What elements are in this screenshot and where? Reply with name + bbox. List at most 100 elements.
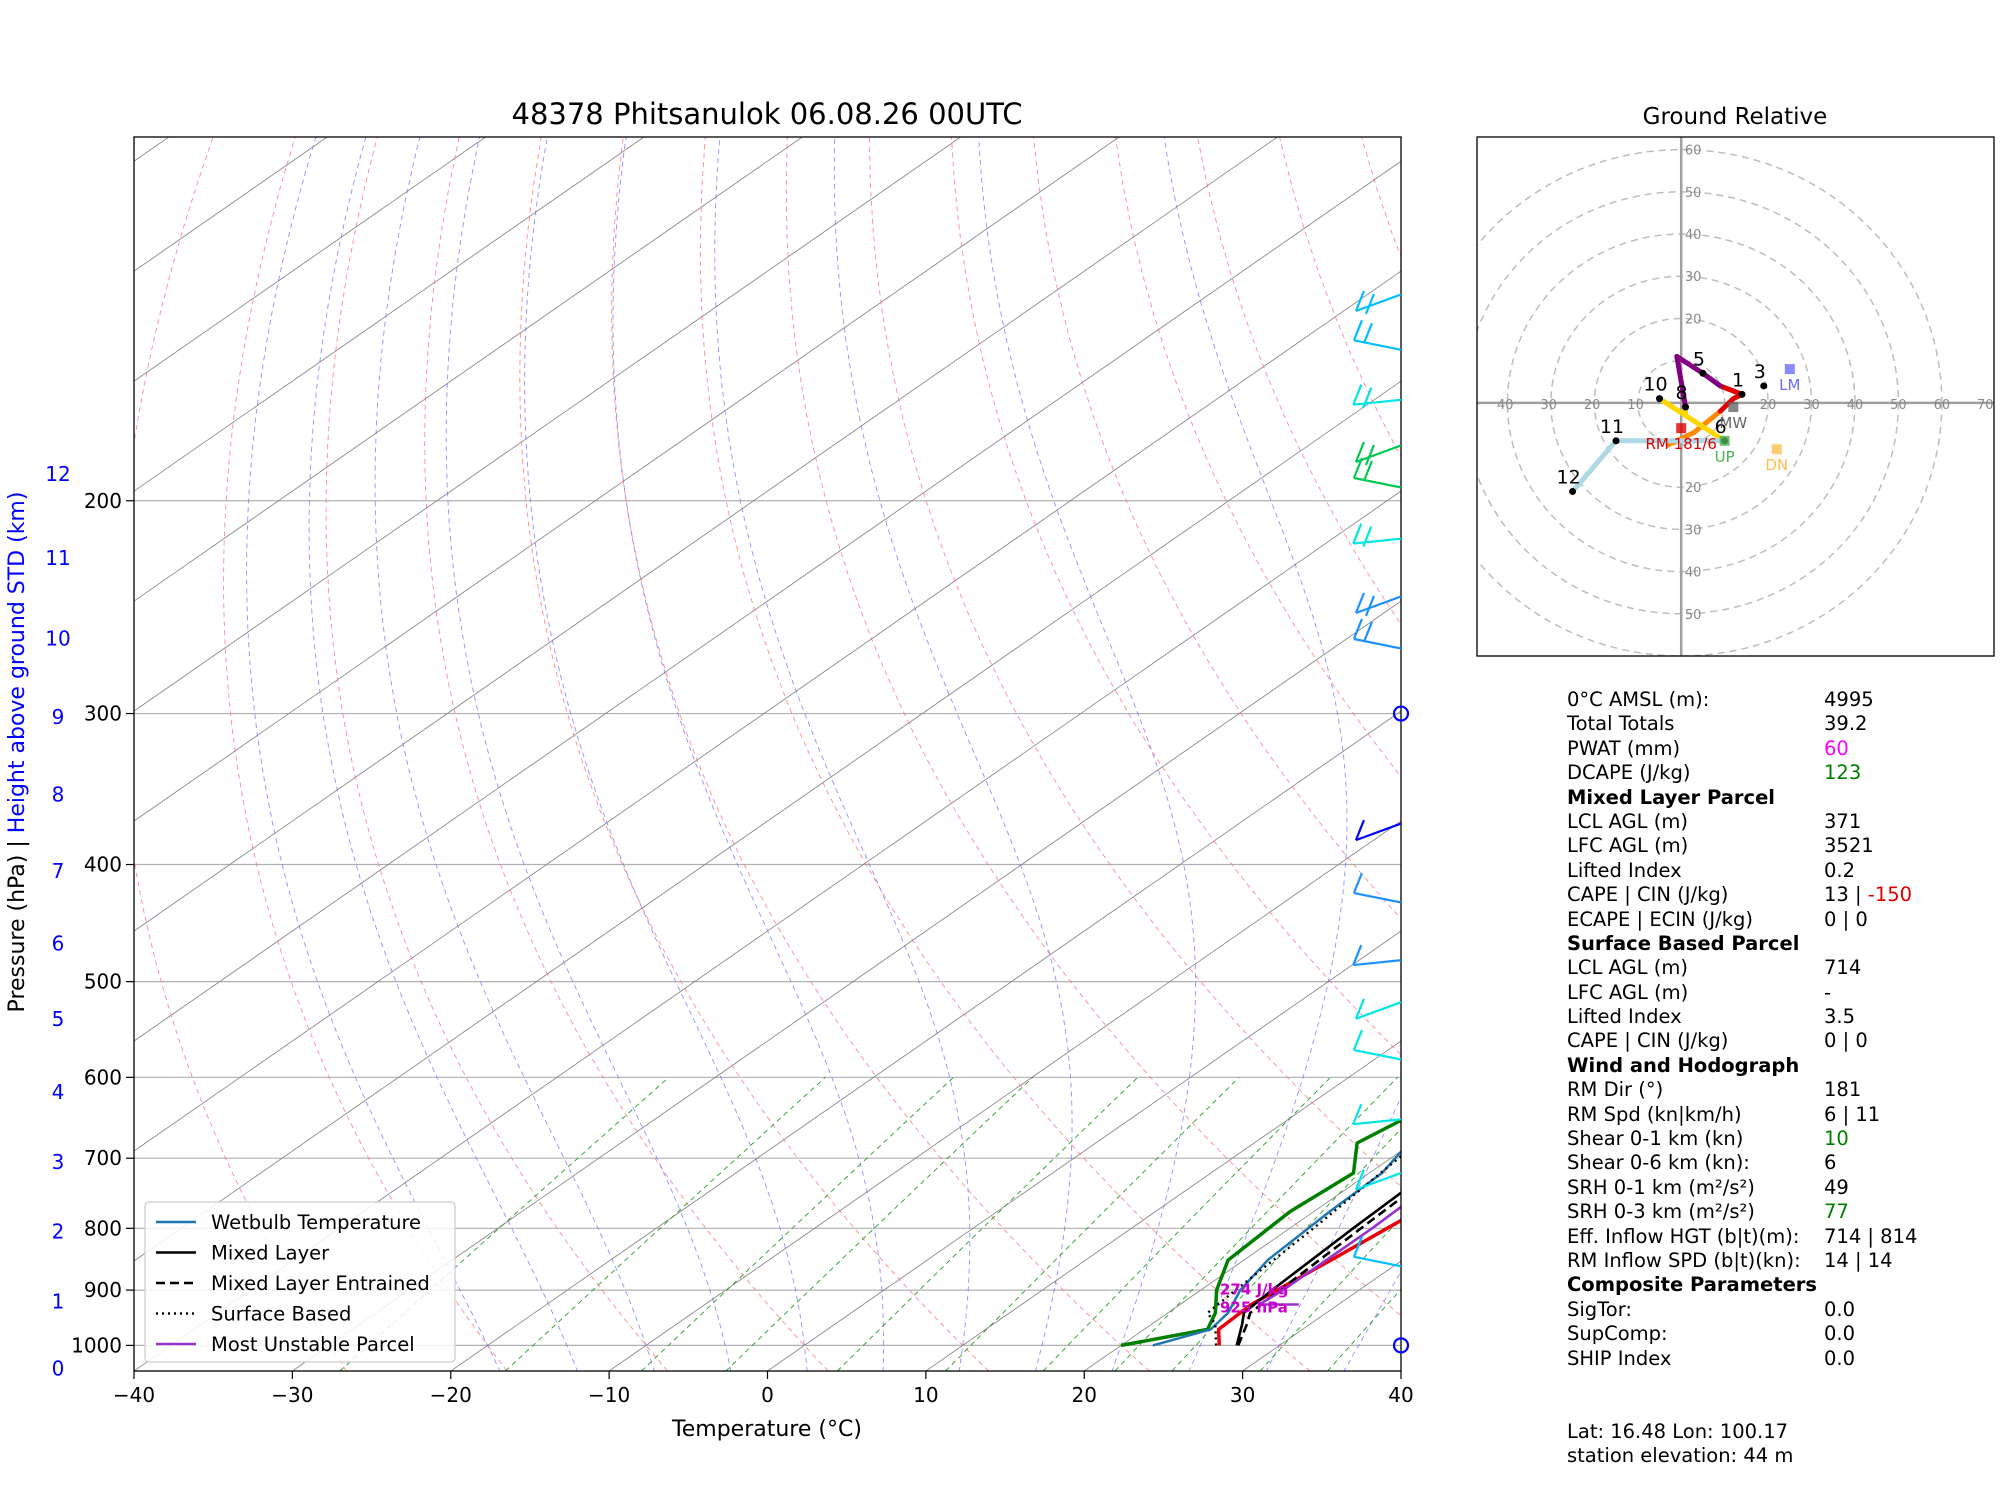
hodograph-marker-label: MW	[1719, 414, 1747, 432]
wind-barb-flag	[1352, 523, 1363, 544]
wind-barb	[1353, 339, 1402, 351]
hodograph-ring-label: 20	[1685, 481, 1702, 496]
moist-adiabat	[612, 137, 885, 1371]
wind-barb	[1353, 959, 1402, 967]
param-label: Shear 0-1 km (kn)	[1567, 1127, 1744, 1151]
param-value: 3.5	[1824, 1005, 1856, 1029]
param-label: Shear 0-6 km (kn):	[1567, 1151, 1750, 1175]
chart-title: 48378 Phitsanulok 06.08.26 00UTC	[512, 97, 1023, 131]
pressure-tick-label: 1000	[71, 1333, 122, 1357]
param-row: PWAT (mm) 60	[1567, 737, 1987, 761]
hodograph-marker-label: DN	[1765, 456, 1788, 474]
param-row: Shear 0-1 km (kn) 10	[1567, 1127, 1987, 1151]
param-value: 14 | 14	[1824, 1248, 1893, 1272]
wind-barb-flag	[1362, 526, 1373, 547]
isotherm-line	[608, 820, 1401, 1371]
hodograph-frame	[1476, 136, 1995, 657]
wind-barb	[1355, 595, 1402, 615]
hodograph-height-dot	[1682, 403, 1690, 411]
param-label: DCAPE (J/kg)	[1567, 761, 1691, 785]
hodograph-height-dot	[1655, 395, 1663, 403]
param-section-header: Wind and Hodograph	[1567, 1054, 1987, 1078]
mixing-ratio-line	[641, 1076, 954, 1371]
height-tick-label: 12	[45, 462, 70, 486]
wind-barb	[1353, 1118, 1402, 1126]
wind-barb	[1355, 1001, 1402, 1020]
wind-barb-flag	[1364, 444, 1375, 466]
height-tick-label: 4	[52, 1080, 65, 1104]
isotherm-line	[134, 137, 803, 602]
hodograph-ring-label: 20	[1685, 312, 1702, 327]
hodograph-ring-label: 70	[1977, 398, 1994, 413]
height-tick-label: 7	[52, 859, 65, 883]
dry-adiabat	[424, 137, 829, 1371]
mixing-ratio-line	[1171, 1128, 1401, 1371]
skewt-profiles	[1120, 1118, 1401, 1348]
param-label: PWAT (mm)	[1567, 736, 1681, 760]
isotherm-line	[925, 1040, 1401, 1371]
hodograph-marker-label: RM 181/6	[1646, 435, 1717, 453]
legend-label: Most Unstable Parcel	[211, 1333, 415, 1356]
moist-adiabat	[1163, 137, 1348, 1371]
hodograph-rings: 40 30 20 10 20 30 40 50 60 70 50 40 30 20 20 30 40 50 60	[1477, 137, 1994, 656]
legend-label: Mixed Layer	[211, 1242, 330, 1265]
hodograph-height-label: 11	[1600, 416, 1624, 438]
param-label: SupComp:	[1567, 1322, 1668, 1346]
station-elevation: station elevation: 44 m	[1567, 1444, 1794, 1468]
hodograph-height-label: 3	[1754, 361, 1766, 383]
legend: Wetbulb Temperature Mixed Layer Mixed Laye…	[144, 1201, 456, 1363]
wind-barb-flag	[1352, 944, 1363, 966]
pressure-tick-label: 800	[84, 1216, 122, 1240]
param-row: RM Inflow SPD (b|t)(kn): 14 | 14	[1567, 1249, 1987, 1273]
param-value-secondary: -150	[1861, 883, 1913, 907]
wind-barb-flag	[1352, 1236, 1363, 1258]
param-row: Shear 0-6 km (kn): 6	[1567, 1151, 1987, 1175]
hodograph-marker	[1784, 364, 1795, 375]
param-value: 0.2	[1824, 858, 1856, 882]
wind-barb	[1353, 476, 1402, 489]
wind-barb-flag	[1362, 621, 1373, 643]
calm-circle	[1392, 705, 1410, 722]
hodograph-ring-label: 40	[1685, 228, 1702, 243]
param-value: 13 | -150	[1824, 883, 1913, 907]
hodograph-ring-label: 20	[1760, 398, 1777, 413]
wind-barb	[1353, 398, 1402, 406]
dry-adiabat	[950, 137, 1401, 1056]
profile-line	[1120, 1118, 1401, 1348]
param-label: RM Spd (kn|km/h)	[1567, 1102, 1742, 1126]
hodograph-segment	[1717, 396, 1736, 414]
isotherm-line	[134, 380, 1401, 1262]
moist-adiabat	[978, 137, 1196, 1371]
legend-label: Mixed Layer Entrained	[211, 1272, 430, 1295]
param-value: 60	[1824, 736, 1849, 760]
hodograph-segment	[1700, 370, 1723, 389]
hodograph-ring-label: 50	[1685, 608, 1702, 623]
x-tick-label: −10	[588, 1383, 630, 1407]
wind-barb-flag	[1354, 290, 1365, 312]
param-value: 39.2	[1824, 712, 1868, 736]
mu-level-annotation: 925 hPa	[1220, 1298, 1288, 1316]
hodograph-marker	[1719, 435, 1730, 446]
wind-barb	[1353, 1048, 1402, 1061]
param-row: ECAPE | ECIN (J/kg) 0 | 0	[1567, 908, 1987, 932]
param-label: CAPE | CIN (J/kg)	[1567, 883, 1729, 907]
wind-barb-flag	[1354, 441, 1365, 463]
isotherm-line	[450, 710, 1401, 1371]
mu-cape-annotation: 274 J/kg	[1220, 1280, 1288, 1298]
dry-adiabat	[611, 137, 1150, 1371]
isotherm-line	[134, 160, 1401, 1042]
wind-barb-flag	[1354, 1169, 1365, 1190]
pressure-tick-label: 700	[84, 1146, 122, 1170]
hodograph-segment	[1717, 383, 1745, 397]
hodograph-height-label: 6	[1715, 416, 1727, 438]
hodograph-height-dot	[1760, 382, 1768, 390]
param-value: 0.0	[1824, 1322, 1856, 1346]
param-label: RM Inflow SPD (b|t)(kn):	[1567, 1248, 1801, 1272]
hodograph-marker	[1676, 423, 1687, 434]
wind-barb	[1353, 637, 1402, 650]
hodograph-height-label: 5	[1693, 348, 1705, 370]
hodograph-title: Ground Relative	[1643, 104, 1828, 130]
param-row: LFC AGL (m) 3521	[1567, 834, 1987, 858]
wind-barb	[1353, 1255, 1402, 1268]
